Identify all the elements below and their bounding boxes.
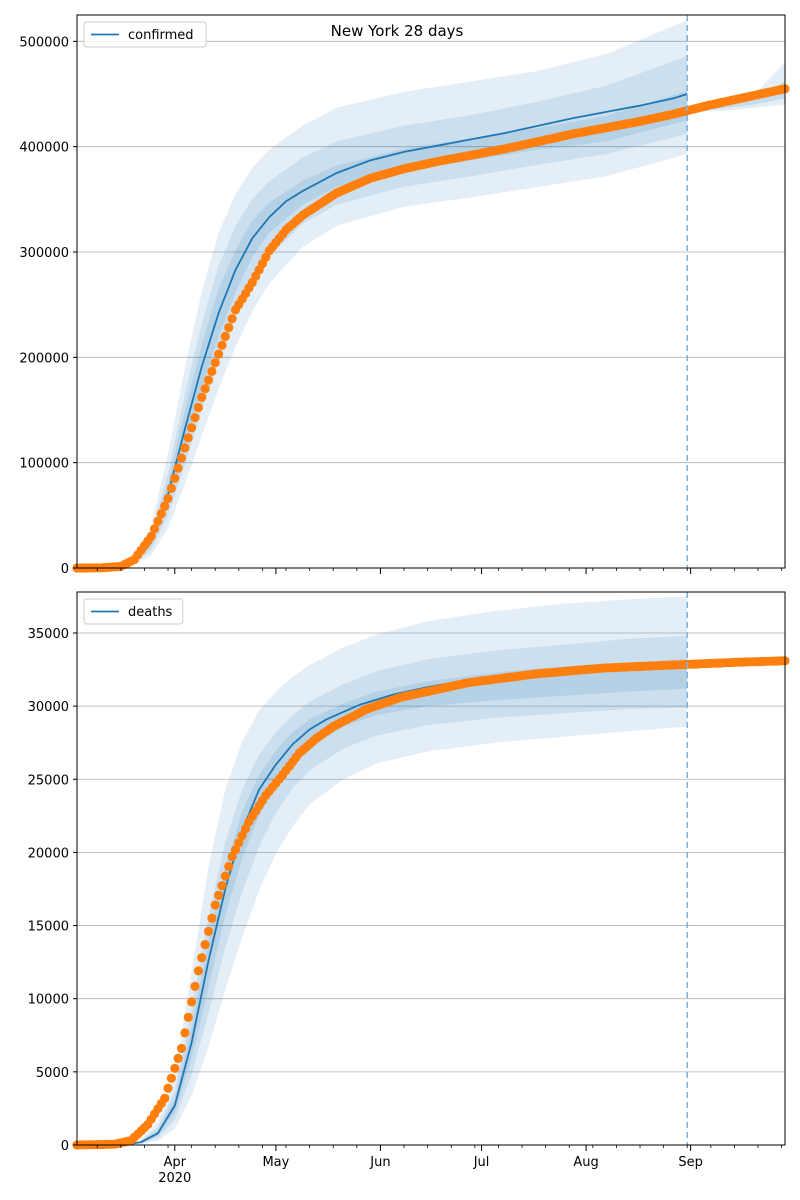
deaths-observed-point	[210, 900, 220, 910]
confirmed-legend-box	[83, 21, 207, 48]
deaths-observed-point	[166, 1073, 176, 1083]
confirmed-observed-point	[187, 423, 197, 433]
deaths-outer-band	[141, 596, 688, 1145]
deaths-observed-point	[224, 861, 234, 872]
deaths-observed-point	[173, 1053, 183, 1063]
confirmed-observed-point	[180, 443, 190, 453]
xtick-label: Jul	[473, 1155, 490, 1170]
confirmed-ytick-label: 300000	[19, 246, 69, 261]
confirmed-observed-point	[210, 358, 220, 368]
confirmed-forecast-outer-band	[687, 62, 785, 113]
deaths-observed-point	[163, 1083, 173, 1093]
confirmed-observed-point	[176, 453, 187, 463]
deaths-observed-point	[190, 981, 200, 992]
confirmed-observed-point	[163, 493, 173, 504]
deaths-observed-point	[203, 926, 214, 937]
deaths-ytick-label: 25000	[28, 773, 69, 788]
confirmed-observed-point	[183, 433, 193, 443]
deaths-observed-point	[200, 940, 210, 950]
confirmed-ytick-label: 100000	[19, 457, 69, 472]
confirmed-ytick-label: 0	[61, 562, 69, 577]
deaths-observed-point	[193, 966, 203, 976]
confirmed-ytick-label: 400000	[19, 141, 69, 156]
confirmed-observed-point	[173, 463, 183, 473]
deaths-ytick-label: 30000	[28, 700, 69, 715]
confirmed-observed-point	[224, 323, 234, 333]
xtick-label: Jun	[369, 1155, 390, 1170]
confirmed-observed-point	[220, 331, 230, 342]
deaths-ytick-label: 15000	[28, 920, 69, 935]
confirmed-observed-point	[170, 473, 180, 483]
confirmed-observed-point	[197, 392, 207, 402]
deaths-ytick-label: 10000	[28, 993, 69, 1008]
deaths-ytick-label: 0	[61, 1139, 69, 1154]
deaths-observed-point	[230, 845, 241, 855]
confirmed-observed-point	[149, 524, 160, 534]
confirmed-observed-point	[190, 413, 200, 423]
deaths-observed-points	[72, 656, 790, 1150]
confirmed-observed-point	[146, 531, 156, 542]
deaths-observed-point	[207, 913, 217, 923]
confirmed-ytick-label: 200000	[19, 351, 69, 366]
confirmed-legend-label: confirmed	[128, 28, 194, 43]
xtick-year-label: 2020	[158, 1171, 191, 1186]
deaths-legend-box	[83, 598, 184, 625]
confirmed-observed-point	[166, 483, 176, 493]
xtick-label: Aug	[573, 1155, 598, 1170]
figure-title: New York 28 days	[331, 22, 464, 40]
deaths-axes-frame	[76, 591, 786, 1146]
xtick-label: May	[262, 1155, 289, 1170]
deaths-observed-point	[176, 1043, 187, 1053]
confirmed-outer-band	[114, 20, 688, 568]
confirmed-observed-point	[207, 366, 217, 376]
xtick-label: Apr	[164, 1155, 187, 1170]
confirmed-observed-point	[153, 516, 163, 526]
confirmed-observed-point	[200, 384, 210, 394]
confirmed-observed-point	[156, 508, 166, 519]
deaths-observed-point	[237, 831, 247, 841]
confirmed-observed-point	[227, 314, 237, 324]
deaths-observed-point	[160, 1093, 170, 1103]
deaths-legend-label: deaths	[128, 605, 173, 620]
confirmed-observed-point	[217, 340, 227, 350]
confirmed-panel: 0 100000 200000 300000 400000 500000 confirmed	[19, 14, 790, 577]
deaths-observed-point	[234, 838, 244, 848]
deaths-ytick-label: 35000	[28, 627, 69, 642]
deaths-observed-point	[183, 1012, 193, 1023]
deaths-observed-point	[170, 1063, 180, 1073]
confirmed-observed-point	[160, 501, 170, 511]
deaths-observed-point	[187, 997, 197, 1007]
confirmed-axes-frame	[76, 14, 786, 569]
deaths-observed-point	[180, 1028, 190, 1038]
deaths-observed-point	[220, 871, 230, 881]
deaths-observed-point	[241, 824, 251, 834]
confirmed-observed-point	[214, 349, 224, 359]
xtick-label: Sep	[678, 1155, 703, 1170]
confirmed-legend: confirmed	[83, 21, 207, 48]
deaths-observed-point	[217, 881, 227, 891]
confirmed-ytick-label: 500000	[19, 35, 69, 50]
deaths-observed-point	[197, 953, 207, 963]
confirmed-observed-points	[72, 84, 790, 573]
confirmed-observed-point	[193, 402, 203, 413]
deaths-legend: deaths	[83, 598, 184, 625]
deaths-panel: 0 5000 10000 15000 20000 25000 30000 35000 Apr20…	[28, 591, 790, 1186]
deaths-observed-point	[227, 852, 237, 862]
confirmed-observed-point	[203, 375, 214, 385]
deaths-ytick-label: 20000	[28, 846, 69, 861]
deaths-observed-point	[214, 890, 224, 901]
deaths-ytick-label: 5000	[36, 1066, 69, 1081]
